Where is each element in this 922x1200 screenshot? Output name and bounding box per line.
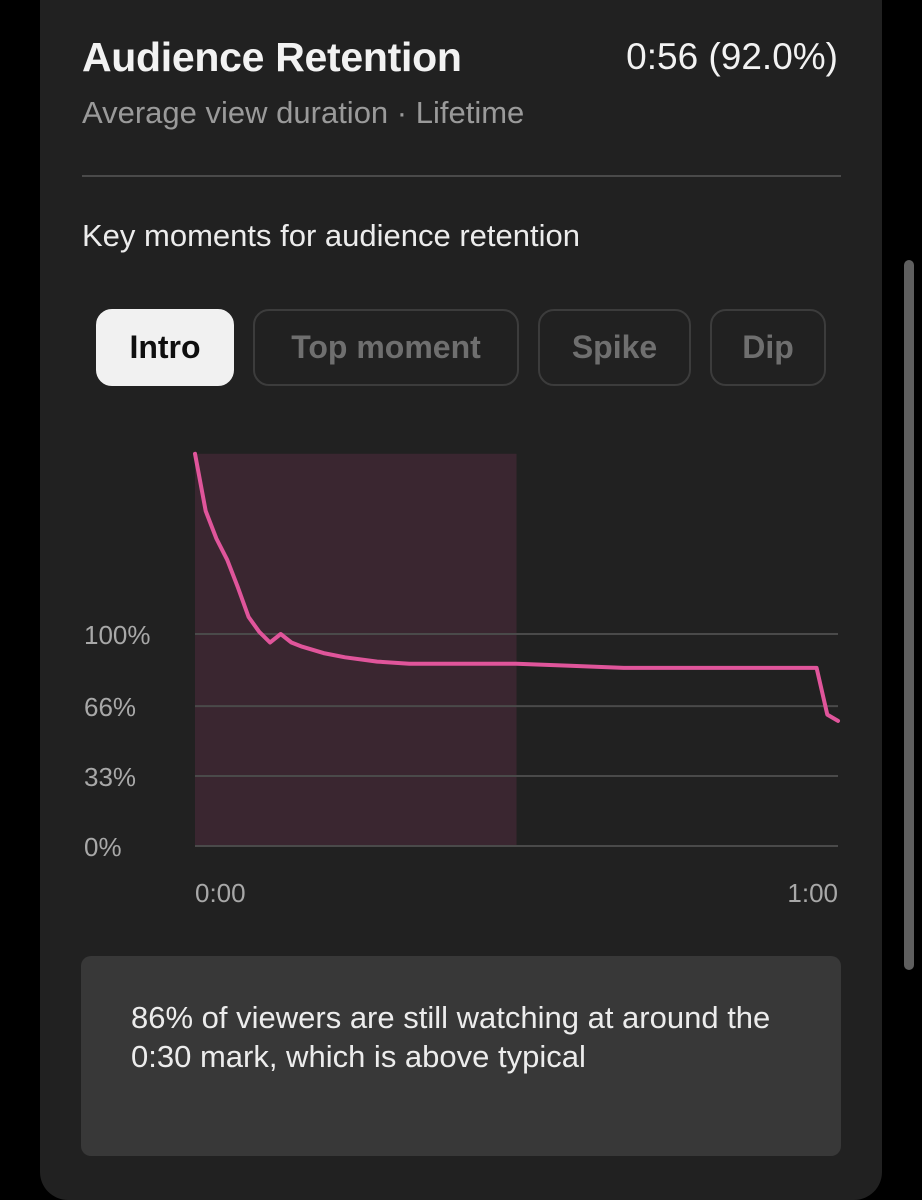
divider	[82, 175, 841, 177]
x-tick-label: 0:00	[195, 878, 246, 908]
y-tick-label: 100%	[84, 620, 151, 650]
scrollbar[interactable]	[904, 260, 914, 970]
card-title: Audience Retention	[82, 34, 462, 80]
x-tick-label: 1:00	[787, 878, 838, 908]
card-subtitle: Average view duration · Lifetime	[82, 95, 525, 130]
y-tick-label: 0%	[84, 832, 122, 862]
insight-text: 86% of viewers are still watching at aro…	[131, 1000, 771, 1074]
key-moments-heading: Key moments for audience retention	[82, 218, 580, 253]
insight-box: 86% of viewers are still watching at aro…	[81, 956, 841, 1156]
y-tick-label: 33%	[84, 762, 136, 792]
chip-top-moment[interactable]: Top moment	[253, 309, 519, 386]
average-view-duration-value: 0:56 (92.0%)	[626, 36, 838, 77]
chip-intro[interactable]: Intro	[96, 309, 234, 386]
chip-dip[interactable]: Dip	[710, 309, 826, 386]
y-tick-label: 66%	[84, 692, 136, 722]
retention-line	[193, 451, 840, 723]
intro-highlight-region	[195, 453, 517, 846]
chip-spike[interactable]: Spike	[538, 309, 691, 386]
retention-chart: 0% 33% 66% 100% 0:00 1:00	[84, 451, 840, 908]
